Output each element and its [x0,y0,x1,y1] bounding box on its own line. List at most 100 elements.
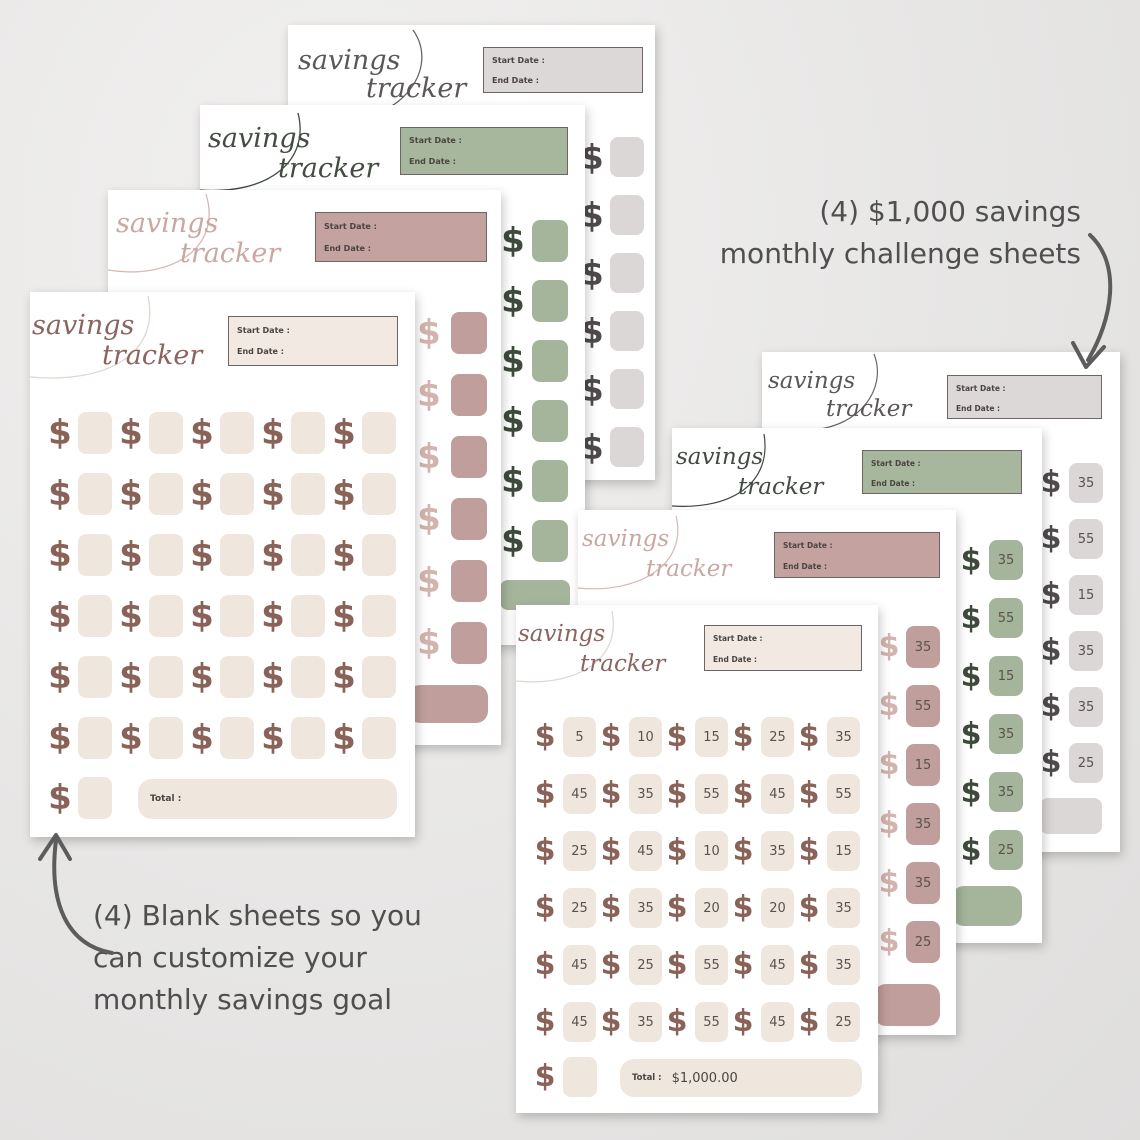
dollar-icon: $ [960,775,982,810]
end-date-label: End Date : [237,347,284,356]
dollar-icon: $ [960,601,982,636]
sheet-title-tracker: tracker [738,474,824,500]
amount-box: 35 [827,945,860,985]
dollar-icon: $ [261,596,285,636]
dollar-icon: $ [501,221,525,261]
dollar-icon: $ [878,747,900,782]
dollar-icon: $ [600,947,622,982]
amount-box [149,412,183,454]
amount-box: 35 [906,626,940,668]
date-box: Start Date : End Date : [228,316,398,366]
amount-box: 15 [989,656,1023,696]
amount-box [532,280,568,322]
dollar-icon: $ [534,719,556,754]
date-box: Start Date : End Date : [483,47,643,93]
dollar-icon: $ [580,428,604,468]
dollar-icon: $ [580,312,604,352]
dollar-icon: $ [1040,521,1062,556]
dollar-icon: $ [48,535,72,575]
amount-box: 15 [1069,575,1103,615]
amount-box: 25 [1069,743,1103,783]
dollar-icon: $ [580,196,604,236]
amount-box [291,717,325,759]
amount-box: 55 [827,774,860,814]
amount-box: 45 [563,945,596,985]
dollar-icon: $ [417,437,441,477]
amount-box: 45 [563,774,596,814]
dollar-icon: $ [332,413,356,453]
dollar-icon: $ [960,543,982,578]
amount-box: 35 [906,803,940,845]
sheet-title-tracker: tracker [102,340,203,371]
amount-box [362,473,396,515]
amount-box [78,717,112,759]
date-box: Start Date : End Date : [862,450,1022,494]
dollar-icon: $ [1040,689,1062,724]
amount-box [149,656,183,698]
amount-box: 35 [827,717,860,757]
dollar-icon: $ [261,474,285,514]
amount-box: 55 [695,1002,728,1042]
amount-box [563,1057,597,1097]
dollar-icon: $ [534,776,556,811]
dollar-icon: $ [666,1004,688,1039]
dollar-icon: $ [1040,465,1062,500]
dollar-icon: $ [417,313,441,353]
dollar-icon: $ [666,719,688,754]
dollar-icon: $ [534,1059,556,1094]
amount-box: 35 [761,831,794,871]
dollar-icon: $ [501,281,525,321]
amount-box [451,436,487,478]
end-date-label: End Date : [409,157,456,166]
amount-box [451,622,487,664]
title-swoosh [516,610,614,683]
amount-box: 10 [695,831,728,871]
amount-box [451,374,487,416]
dollar-icon: $ [732,947,754,982]
sheet-title-savings: savings [208,123,311,154]
amount-box: 25 [906,921,940,963]
dollar-icon: $ [534,833,556,868]
amount-box [362,534,396,576]
dollar-icon: $ [417,623,441,663]
amount-box [291,412,325,454]
dollar-icon: $ [48,657,72,697]
dollar-icon: $ [417,375,441,415]
dollar-icon: $ [48,474,72,514]
dollar-icon: $ [190,596,214,636]
dollar-icon: $ [261,535,285,575]
amount-box [362,595,396,637]
amount-box: 25 [827,1002,860,1042]
end-date-label: End Date : [956,404,1001,413]
amount-box [78,595,112,637]
amount-box [149,717,183,759]
amount-box [451,312,487,354]
amount-box: 35 [1069,687,1103,727]
amount-box: 25 [761,717,794,757]
total-bar [952,886,1022,926]
dollar-icon: $ [119,596,143,636]
sheet-title-savings: savings [298,45,401,76]
amount-box: 35 [906,862,940,904]
amount-box [291,473,325,515]
date-box: Start Date : End Date : [704,625,862,671]
amount-box [532,340,568,382]
amount-box [451,560,487,602]
dollar-icon: $ [119,474,143,514]
dollar-icon: $ [190,474,214,514]
amount-box [78,534,112,576]
sheet-title-tracker: tracker [580,651,666,677]
date-box: Start Date : End Date : [774,532,940,578]
dollar-icon: $ [798,890,820,925]
amount-box: 45 [761,945,794,985]
dollar-icon: $ [580,138,604,178]
dollar-icon: $ [798,719,820,754]
dollar-icon: $ [580,254,604,294]
dollar-icon: $ [48,718,72,758]
amount-box [362,412,396,454]
amount-box: 35 [629,774,662,814]
amount-box [291,595,325,637]
dollar-icon: $ [798,776,820,811]
amount-box: 35 [629,888,662,928]
amount-box: 45 [761,1002,794,1042]
